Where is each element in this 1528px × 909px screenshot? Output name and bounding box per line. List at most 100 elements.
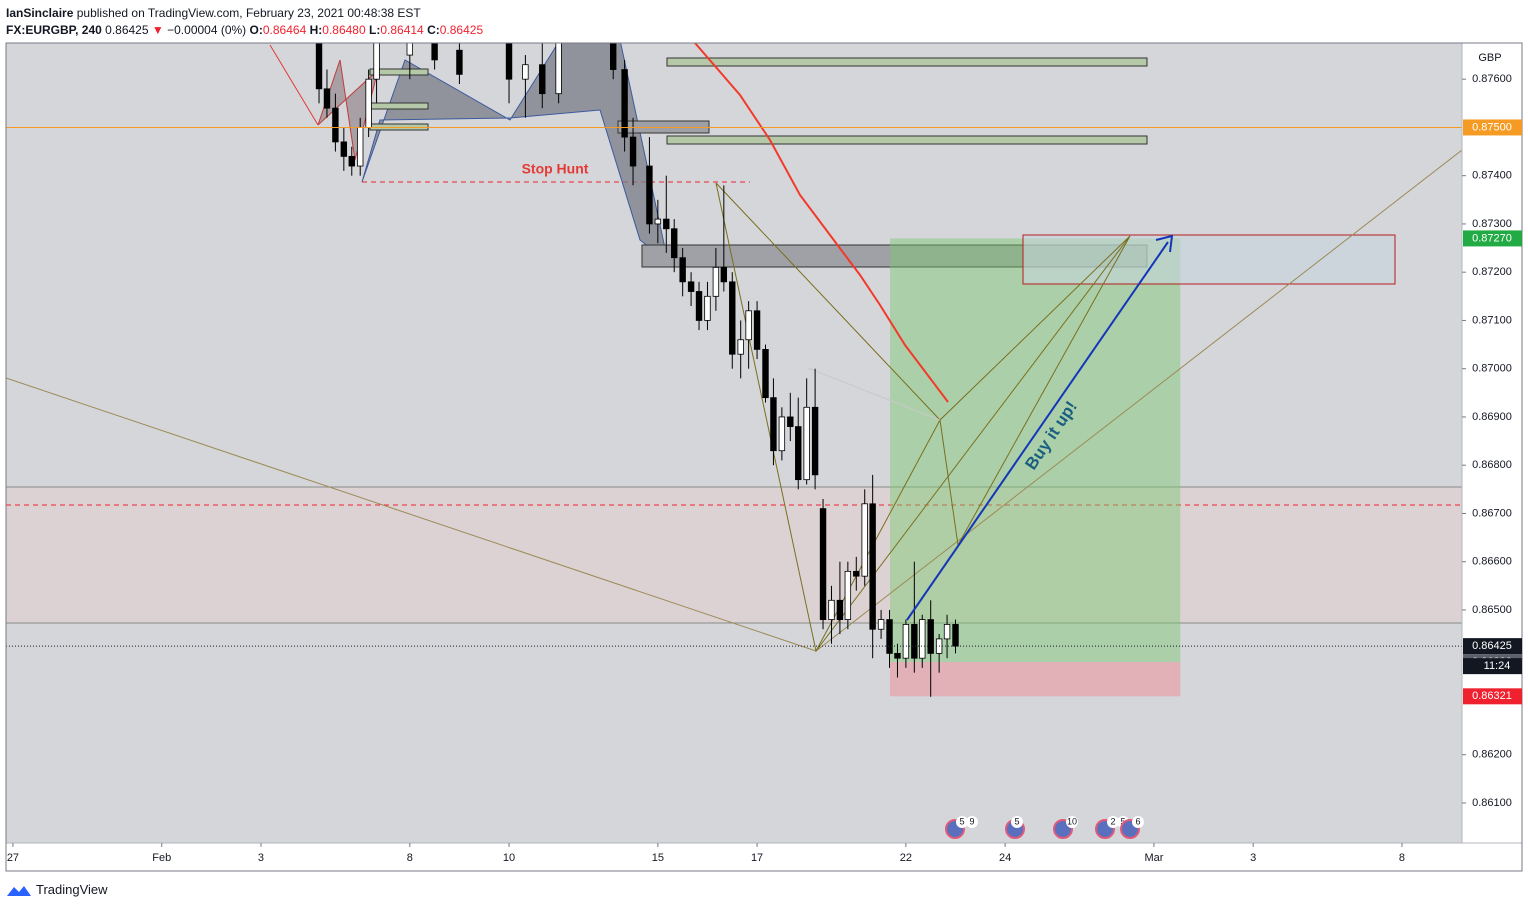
- symbol: FX:EURGBP, 240: [6, 23, 102, 37]
- candle-body: [844, 570, 852, 620]
- y-tick-label: 0.87300: [1472, 218, 1512, 230]
- event-badge: [966, 816, 978, 828]
- plot-bg: [6, 43, 1462, 843]
- y-tick-label: 0.86900: [1472, 411, 1512, 423]
- candle-body: [762, 348, 769, 399]
- ohlc-value: 0.86414: [380, 23, 424, 37]
- candle-body: [348, 155, 355, 167]
- brand: TradingView: [36, 882, 108, 897]
- target-box: [1022, 234, 1396, 285]
- candle-body: [811, 406, 819, 476]
- frame: [5, 42, 1523, 872]
- candle-body: [902, 624, 910, 659]
- candle-body: [737, 339, 744, 355]
- header: IanSinclaire published on TradingView.co…: [6, 5, 483, 39]
- candle-body: [610, 43, 617, 70]
- candle-body: [323, 88, 331, 109]
- price-label: 0.87270: [1472, 232, 1512, 244]
- candle-body: [828, 599, 835, 620]
- candle-body: [555, 43, 562, 95]
- event-badge: [1132, 816, 1144, 828]
- y-tick-label: 0.86800: [1472, 459, 1512, 471]
- candle-body: [505, 43, 513, 80]
- event-badge: [1011, 816, 1023, 828]
- countdown-bg: [1463, 658, 1522, 675]
- event-count: 5: [959, 816, 964, 826]
- loss-zone: [890, 662, 1181, 697]
- candle-body: [877, 619, 885, 630]
- candle-body: [539, 64, 546, 95]
- candle-body: [646, 165, 653, 225]
- candle-body: [927, 619, 934, 654]
- x-tick-label: Mar: [1144, 852, 1163, 864]
- unit: GBP: [1478, 52, 1501, 64]
- y-tick-label: 0.86100: [1472, 797, 1512, 809]
- candle-body: [819, 508, 827, 620]
- price-label: 0.86425: [1472, 640, 1512, 652]
- price-label-bg: [1463, 638, 1522, 655]
- candle-body: [894, 652, 901, 659]
- price-label: 0.87500: [1472, 121, 1512, 133]
- candle-body: [671, 228, 678, 259]
- candle-body: [770, 397, 777, 452]
- ohlc-value: 0.86464: [262, 23, 307, 37]
- time-axis: [5, 842, 1523, 872]
- footer: TradingView: [6, 882, 108, 897]
- candle-body: [663, 218, 670, 230]
- ohlc-key: C:: [427, 23, 440, 37]
- candle-body: [687, 281, 695, 292]
- candle-body: [522, 64, 529, 80]
- event-count: 2: [1110, 816, 1115, 826]
- profit-zone: [890, 238, 1181, 663]
- candle-body: [911, 624, 918, 659]
- price-label: 0.86321: [1472, 690, 1512, 702]
- candle-body: [729, 281, 736, 355]
- y-tick-label: 0.86500: [1472, 604, 1512, 616]
- x-tick-label: 27: [7, 852, 19, 864]
- arrow-head: [1155, 234, 1174, 253]
- candle-body: [654, 218, 662, 225]
- candle-body: [456, 49, 463, 75]
- annotation: Stop Hunt: [522, 161, 589, 177]
- publisher: IanSinclaire: [6, 6, 74, 20]
- x-tick-label: 22: [900, 852, 912, 864]
- logo: [7, 885, 31, 896]
- pattern-line: [807, 367, 941, 421]
- candle-body: [315, 43, 323, 90]
- candle-body: [373, 43, 380, 80]
- candle-body: [679, 257, 686, 283]
- zone-box: [666, 57, 1148, 67]
- candle-body: [787, 416, 794, 427]
- x-tick-label: Feb: [152, 852, 171, 864]
- candle-body: [629, 136, 637, 167]
- change: −0.00004 (0%): [167, 23, 247, 37]
- ohlc-key: O:: [249, 23, 263, 37]
- event-count: 9: [969, 816, 974, 826]
- candle-body: [704, 295, 711, 321]
- ohlc-value: 0.86480: [322, 23, 366, 37]
- candle-body: [861, 503, 868, 577]
- event-badge: [1066, 816, 1078, 828]
- zone-box: [369, 68, 429, 76]
- candle-body: [340, 141, 348, 157]
- y-tick-label: 0.86700: [1472, 507, 1512, 519]
- zone-box: [666, 135, 1148, 145]
- candle-body: [886, 619, 893, 654]
- y-tick-label: 0.87000: [1472, 363, 1512, 375]
- candle-body: [695, 291, 703, 321]
- published: published on TradingView.com, February 2…: [76, 6, 421, 20]
- candle-body: [795, 426, 802, 481]
- trend-line: [815, 149, 1462, 652]
- y-tick-label: 0.87600: [1472, 73, 1512, 85]
- countdown: 11:24: [1484, 660, 1511, 672]
- x-tick-label: 8: [407, 852, 413, 864]
- candle-body: [720, 266, 728, 283]
- arrow: ▼: [151, 23, 164, 37]
- candle-body: [712, 266, 720, 297]
- candle-body: [803, 406, 810, 481]
- pattern-line: [269, 44, 319, 126]
- candle-body: [753, 310, 761, 350]
- y-tick-label: 0.87100: [1472, 314, 1512, 326]
